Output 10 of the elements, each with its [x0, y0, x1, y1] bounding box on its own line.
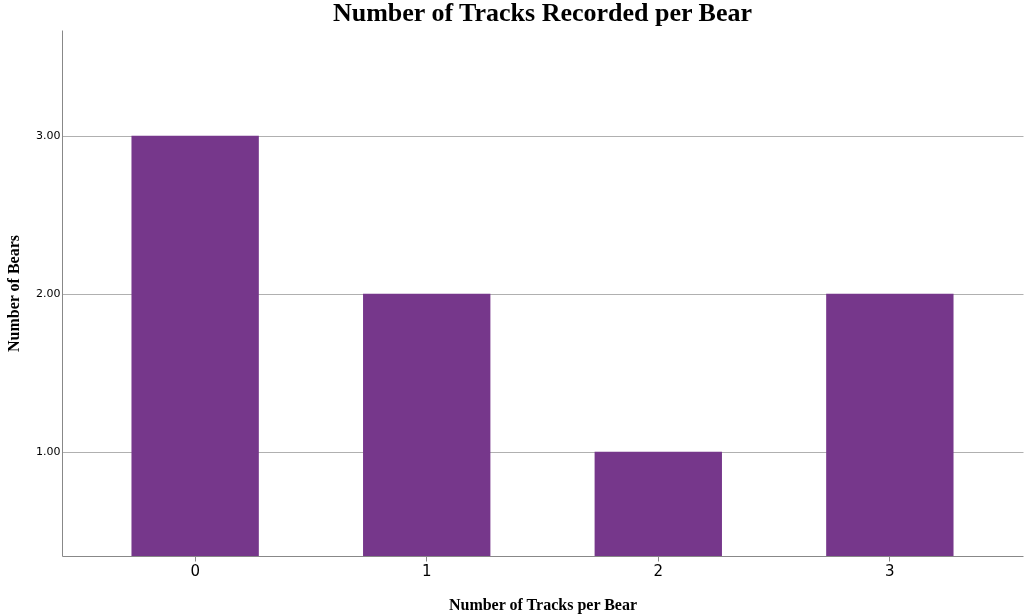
x-tick-label: 3: [885, 561, 895, 580]
x-tick-label: 2: [653, 561, 664, 580]
chart-title: Number of Tracks Recorded per Bear: [332, 0, 753, 27]
y-axis-title: Number of Bears: [5, 234, 23, 353]
x-tick-label: 0: [190, 561, 200, 580]
y-tick-label: 1.00: [36, 445, 61, 459]
y-tick-label: 2.00: [36, 287, 61, 301]
y-tick-label: 3.00: [36, 129, 61, 143]
x-tick-label: 1: [421, 561, 432, 580]
x-axis-title: Number of Tracks per Bear: [448, 595, 638, 614]
